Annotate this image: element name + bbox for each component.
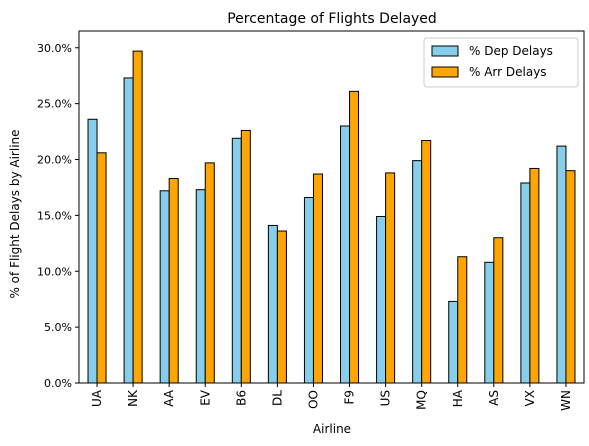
bar-dep-vx <box>520 182 531 384</box>
bar-arr-ha <box>457 256 468 384</box>
bar-dep-us <box>376 215 387 384</box>
bar-arr-wn <box>565 170 576 384</box>
bars-group <box>87 50 576 384</box>
bar-dep-oo <box>303 197 314 384</box>
y-tick-label: 10.0% <box>37 265 72 278</box>
bar-dep-b6 <box>231 137 242 384</box>
bar-arr-nk <box>132 50 143 384</box>
x-tick-label: OO <box>306 390 320 409</box>
x-tick-label: US <box>379 390 393 406</box>
legend-label: % Arr Delays <box>469 65 547 79</box>
bar-dep-wn <box>556 145 567 384</box>
bar-arr-vx <box>529 167 540 384</box>
bar-dep-f9 <box>340 125 351 384</box>
x-tick-label: MQ <box>415 390 429 410</box>
y-tick-label: 0.0% <box>44 377 72 390</box>
bar-arr-b6 <box>240 129 251 384</box>
x-axis-label: Airline <box>313 422 351 436</box>
x-tick-label: HA <box>451 389 465 407</box>
legend-label: % Dep Delays <box>469 44 553 58</box>
y-axis: 0.0% 5.0% 10.0% 15.0% 20.0% 25.0% 30.0% <box>37 42 79 390</box>
bar-dep-ua <box>87 118 98 384</box>
x-tick-label: VX <box>523 390 537 406</box>
bar-arr-ua <box>96 152 107 384</box>
y-tick-label: 30.0% <box>37 42 72 55</box>
legend-swatch <box>431 45 459 57</box>
bar-arr-ev <box>204 162 215 384</box>
x-tick-label: B6 <box>234 390 248 406</box>
x-tick-label: NK <box>126 389 140 407</box>
bar-dep-dl <box>267 224 278 384</box>
bar-arr-oo <box>312 173 323 384</box>
bar-arr-mq <box>421 140 432 384</box>
x-axis: UA NK AA EV B6 DL OO F9 US MQ HA AS VX WN <box>90 383 573 411</box>
x-tick-label: AS <box>487 390 501 406</box>
bar-dep-ev <box>195 189 206 384</box>
legend-swatch <box>431 66 459 78</box>
x-tick-label: F9 <box>343 390 357 405</box>
y-tick-label: 15.0% <box>37 209 72 222</box>
bar-arr-dl <box>276 230 287 384</box>
chart-title: Percentage of Flights Delayed <box>227 11 437 27</box>
y-tick-label: 5.0% <box>44 321 72 334</box>
x-tick-label: WN <box>559 390 573 411</box>
legend: % Dep Delays % Arr Delays <box>423 37 579 88</box>
legend-box <box>423 37 579 88</box>
x-tick-label: UA <box>90 389 104 407</box>
bar-arr-aa <box>168 178 179 384</box>
x-tick-label: AA <box>162 389 176 407</box>
y-axis-label: % of Flight Delays by Airline <box>8 129 22 298</box>
bar-dep-mq <box>412 160 423 384</box>
bar-dep-aa <box>159 190 170 384</box>
x-tick-label: DL <box>270 390 284 406</box>
bar-arr-us <box>385 172 396 384</box>
y-tick-label: 20.0% <box>37 154 72 167</box>
bar-arr-as <box>493 237 504 384</box>
bar-dep-ha <box>448 300 459 384</box>
bar-dep-nk <box>123 77 134 384</box>
bar-dep-as <box>484 261 495 384</box>
bar-arr-f9 <box>349 90 360 384</box>
y-tick-label: 25.0% <box>37 98 72 111</box>
plot-frame <box>78 30 585 384</box>
x-tick-label: EV <box>198 389 212 406</box>
